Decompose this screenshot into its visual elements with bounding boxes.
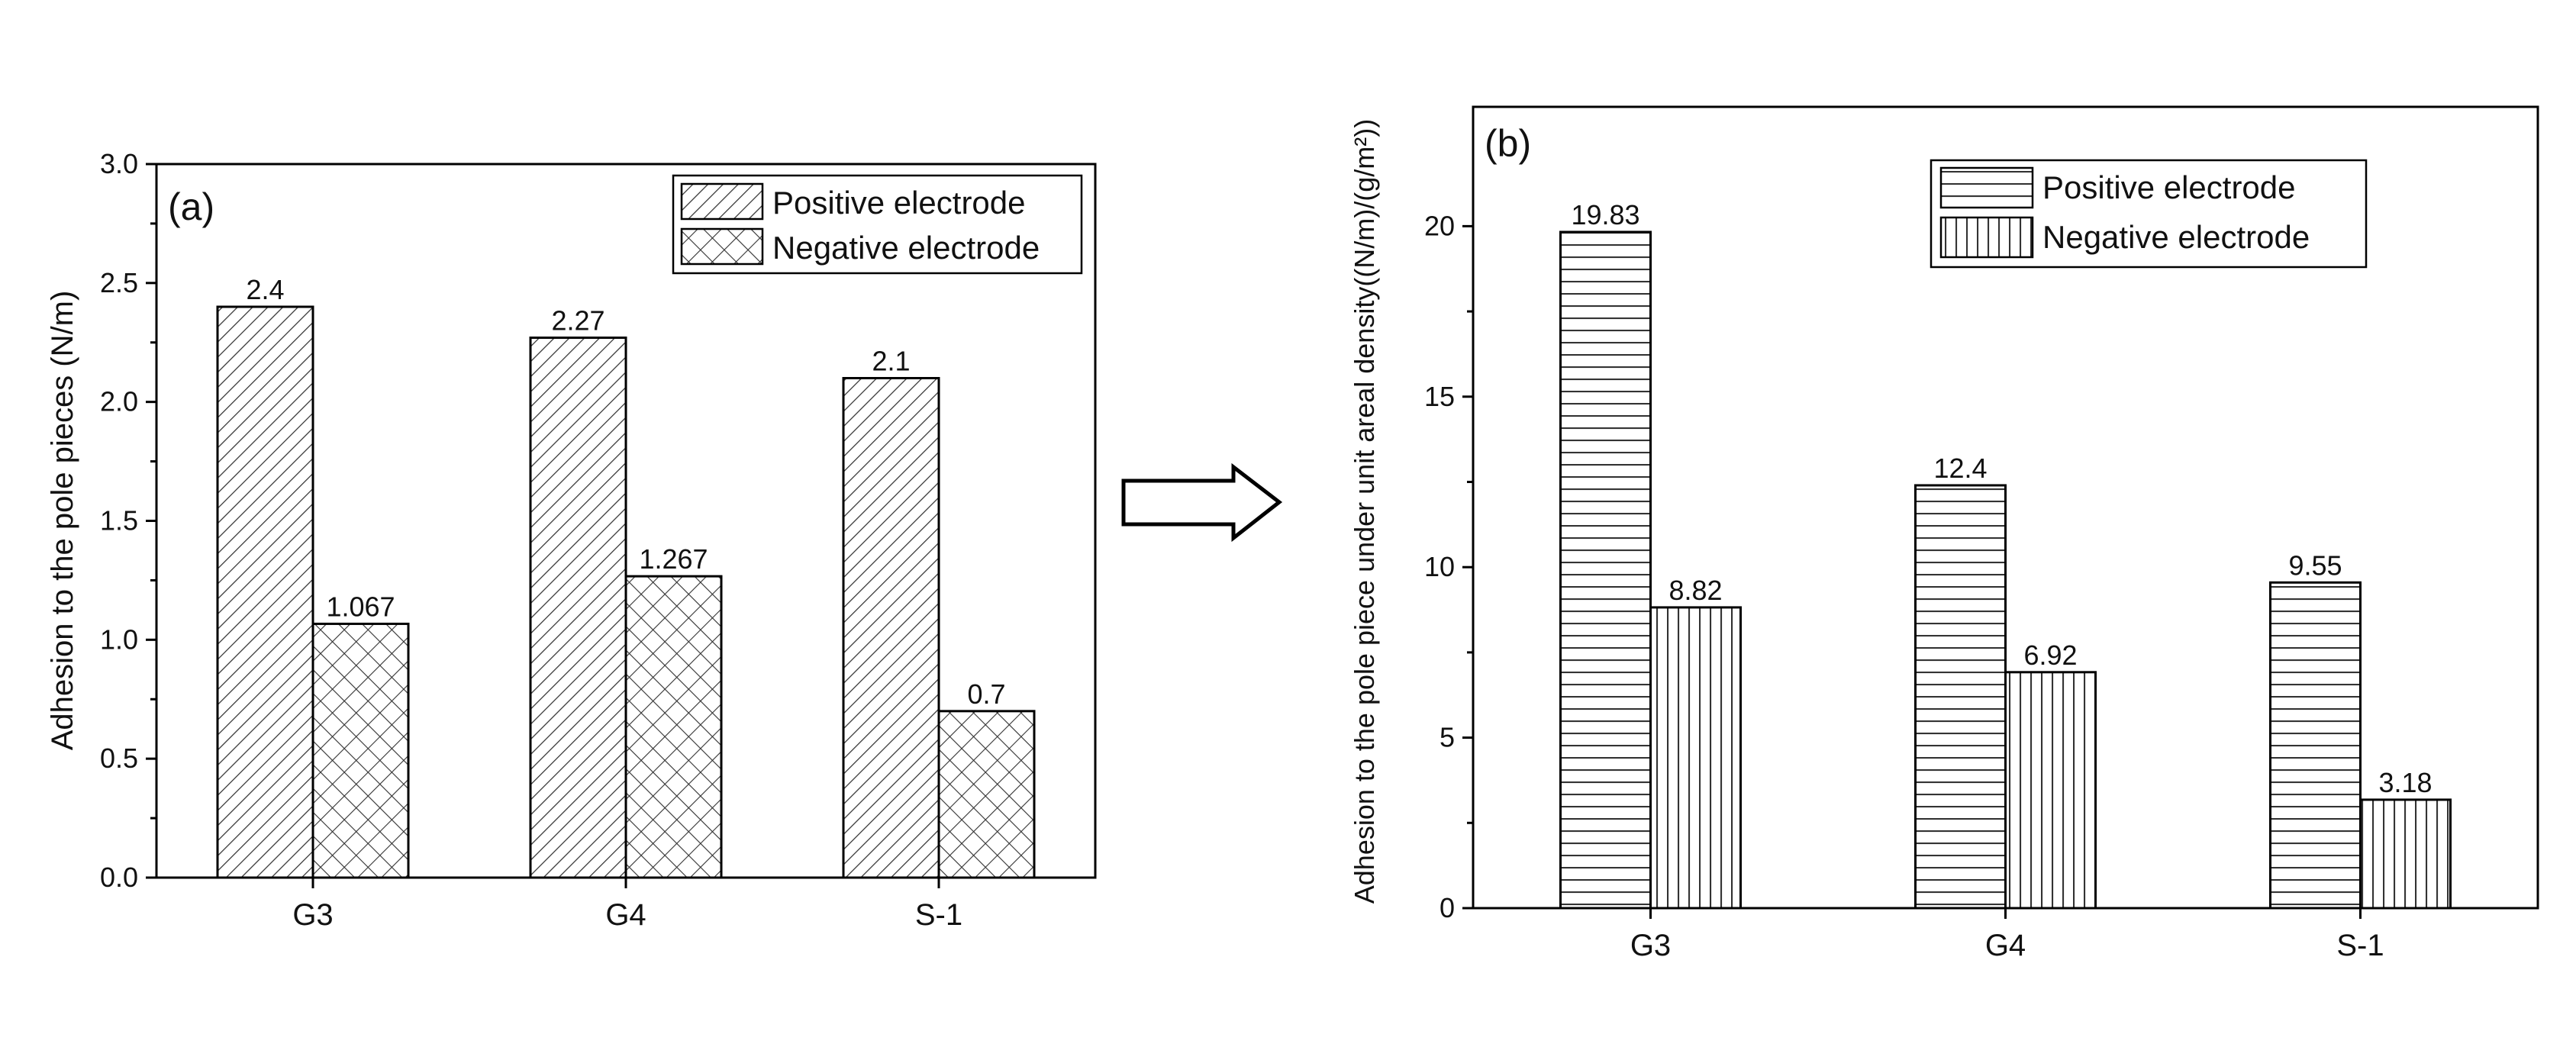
chart-a-bars bbox=[216, 305, 1036, 879]
bar-g4-negative bbox=[624, 575, 723, 879]
chart-b-x-axis: G3 G4 S-1 bbox=[1630, 908, 2384, 962]
bar-g4-positive bbox=[1914, 484, 2007, 910]
value-label-g3-negative: 1.067 bbox=[326, 591, 395, 622]
chart-a-x-axis: G3 G4 S-1 bbox=[292, 878, 962, 932]
y-tick-label: 10 bbox=[1424, 551, 1455, 582]
chart-a-legend-label-negative: Negative electrode bbox=[772, 230, 1040, 266]
transition-arrow-icon bbox=[1121, 462, 1283, 543]
bar-g3-positive bbox=[216, 305, 314, 879]
value-label-g3-negative: 8.82 bbox=[1668, 575, 1722, 606]
bar-g4-positive bbox=[529, 337, 627, 879]
chart-a-value-labels: 2.4 1.067 2.27 1.267 2.1 0.7 bbox=[246, 274, 1005, 710]
value-label-g4-positive: 2.27 bbox=[551, 305, 605, 337]
x-tick-label-g4: G4 bbox=[605, 898, 646, 932]
bar-s-1-negative bbox=[2359, 798, 2452, 910]
chart-b: 0 5 10 15 20 G3 G4 S-1 19.83 8.82 12.4 6.92 9.55 3.… bbox=[1349, 105, 2539, 962]
chart-b-value-labels: 19.83 8.82 12.4 6.92 9.55 3.18 bbox=[1571, 199, 2432, 798]
y-tick-label: 0.5 bbox=[100, 743, 138, 774]
y-tick-label: 15 bbox=[1424, 381, 1455, 412]
chart-b-legend-swatch-positive bbox=[1939, 166, 2034, 209]
x-tick-label-g3: G3 bbox=[1630, 929, 1671, 962]
chart-a-legend: Positive electrode Negative electrode bbox=[672, 174, 1083, 275]
value-label-g3-positive: 19.83 bbox=[1571, 199, 1639, 230]
chart-a: 0.00.51.01.52.02.53.0 G3 G4 S-1 2.41.0672.… bbox=[46, 148, 1097, 932]
y-tick-label: 2.5 bbox=[100, 267, 138, 298]
bar-s-1-positive bbox=[2269, 581, 2362, 910]
chart-a-legend-swatch-positive bbox=[680, 182, 764, 221]
x-tick-label-s-1: S-1 bbox=[915, 898, 962, 932]
value-label-g4-negative: 6.92 bbox=[2023, 640, 2077, 671]
bar-s-1-positive bbox=[842, 377, 940, 879]
y-tick-label: 1.0 bbox=[100, 623, 138, 655]
value-label-g3-positive: 2.4 bbox=[246, 274, 284, 305]
chart-b-y-axis-title: Adhesion to the pole piece under unit ar… bbox=[1349, 119, 1380, 904]
y-tick-label: 0.0 bbox=[100, 862, 138, 893]
chart-a-y-axis: 0.0 0.5 1.0 1.5 2.0 2.5 3.0 bbox=[100, 148, 156, 893]
bar-g3-negative bbox=[311, 622, 410, 879]
chart-b-legend-label-negative: Negative electrode bbox=[2042, 219, 2310, 255]
x-tick-label-g4: G4 bbox=[1985, 929, 2026, 962]
chart-b-legend-swatch-negative bbox=[1939, 216, 2034, 259]
value-label-s-1-negative: 3.18 bbox=[2378, 767, 2432, 798]
chart-a-panel-label: (a) bbox=[168, 185, 214, 228]
chart-b-bars bbox=[1559, 230, 2452, 910]
bar-g3-negative bbox=[1649, 606, 1742, 910]
y-tick-label: 0 bbox=[1440, 892, 1455, 923]
chart-b-panel-label: (b) bbox=[1485, 122, 1531, 165]
value-label-s-1-positive: 9.55 bbox=[2288, 549, 2342, 581]
chart-b-legend-label-positive: Positive electrode bbox=[2042, 169, 2296, 205]
y-tick-label: 3.0 bbox=[100, 148, 138, 179]
y-tick-label: 5 bbox=[1440, 722, 1455, 753]
value-label-s-1-negative: 0.7 bbox=[967, 678, 1005, 710]
value-label-s-1-positive: 2.1 bbox=[872, 346, 910, 377]
y-tick-label: 20 bbox=[1424, 210, 1455, 241]
value-label-g4-negative: 1.267 bbox=[639, 543, 708, 575]
value-label-g4-positive: 12.4 bbox=[1933, 453, 1987, 484]
y-tick-label: 2.0 bbox=[100, 386, 138, 417]
chart-a-legend-swatch-negative bbox=[680, 227, 764, 266]
y-tick-label: 1.5 bbox=[100, 505, 138, 536]
bar-s-1-negative bbox=[937, 710, 1036, 879]
bar-g3-positive bbox=[1559, 230, 1652, 910]
chart-b-y-axis: 0 5 10 15 20 bbox=[1424, 210, 1473, 923]
chart-a-legend-label-positive: Positive electrode bbox=[772, 185, 1026, 221]
x-tick-label-g3: G3 bbox=[292, 898, 333, 932]
chart-b-legend: Positive electrode Negative electrode bbox=[1930, 159, 2368, 269]
x-tick-label-s-1: S-1 bbox=[2336, 929, 2384, 962]
chart-a-y-axis-title: Adhesion to the pole pieces (N/m) bbox=[46, 291, 79, 751]
bar-g4-negative bbox=[2004, 671, 2097, 910]
